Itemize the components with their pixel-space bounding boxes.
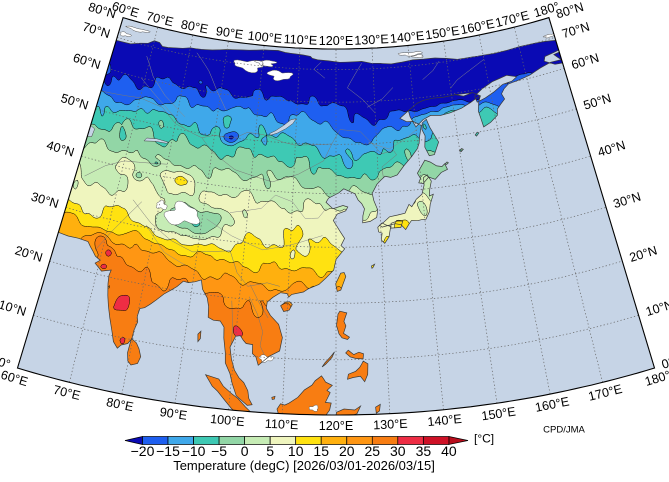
svg-text:120°E: 120°E bbox=[319, 419, 353, 433]
svg-text:Temperature (degC) [2026/03/01: Temperature (degC) [2026/03/01-2026/03/1… bbox=[173, 458, 435, 473]
svg-text:160°E: 160°E bbox=[534, 394, 571, 414]
svg-text:5: 5 bbox=[266, 443, 274, 459]
svg-text:150°E: 150°E bbox=[424, 24, 460, 43]
svg-text:0°: 0° bbox=[660, 355, 669, 372]
svg-text:180°: 180° bbox=[643, 368, 669, 389]
svg-text:−15: −15 bbox=[156, 443, 180, 459]
svg-text:90°E: 90°E bbox=[215, 24, 244, 42]
svg-text:35: 35 bbox=[416, 443, 432, 459]
svg-text:30: 30 bbox=[390, 443, 406, 459]
svg-text:80°E: 80°E bbox=[105, 395, 135, 414]
svg-text:25: 25 bbox=[365, 443, 381, 459]
svg-text:130°E: 130°E bbox=[373, 417, 408, 433]
svg-text:110°E: 110°E bbox=[283, 32, 317, 48]
svg-text:100°E: 100°E bbox=[210, 412, 246, 429]
svg-text:70°E: 70°E bbox=[145, 9, 175, 29]
svg-text:20: 20 bbox=[339, 443, 355, 459]
svg-text:−10: −10 bbox=[182, 443, 206, 459]
svg-text:140°E: 140°E bbox=[389, 29, 425, 46]
svg-text:120°E: 120°E bbox=[319, 34, 353, 48]
svg-text:90°E: 90°E bbox=[159, 405, 188, 423]
svg-text:−20: −20 bbox=[131, 443, 155, 459]
svg-text:70°E: 70°E bbox=[52, 383, 82, 403]
svg-text:0: 0 bbox=[241, 443, 249, 459]
svg-text:10°N: 10°N bbox=[0, 297, 28, 319]
svg-text:100°E: 100°E bbox=[247, 29, 283, 46]
svg-text:150°E: 150°E bbox=[481, 404, 517, 423]
svg-text:40: 40 bbox=[441, 443, 457, 459]
svg-text:160°E: 160°E bbox=[459, 17, 496, 37]
svg-text:[°C]: [°C] bbox=[474, 432, 494, 446]
svg-text:−5: −5 bbox=[211, 443, 227, 459]
svg-text:110°E: 110°E bbox=[265, 417, 299, 433]
svg-text:0°: 0° bbox=[0, 355, 12, 372]
svg-text:10: 10 bbox=[288, 443, 304, 459]
svg-text:140°E: 140°E bbox=[427, 412, 463, 429]
svg-text:15: 15 bbox=[313, 443, 329, 459]
svg-text:CPD/JMA: CPD/JMA bbox=[543, 425, 585, 436]
svg-text:80°E: 80°E bbox=[180, 17, 210, 36]
svg-text:130°E: 130°E bbox=[354, 32, 389, 48]
svg-text:10°N: 10°N bbox=[644, 297, 669, 319]
